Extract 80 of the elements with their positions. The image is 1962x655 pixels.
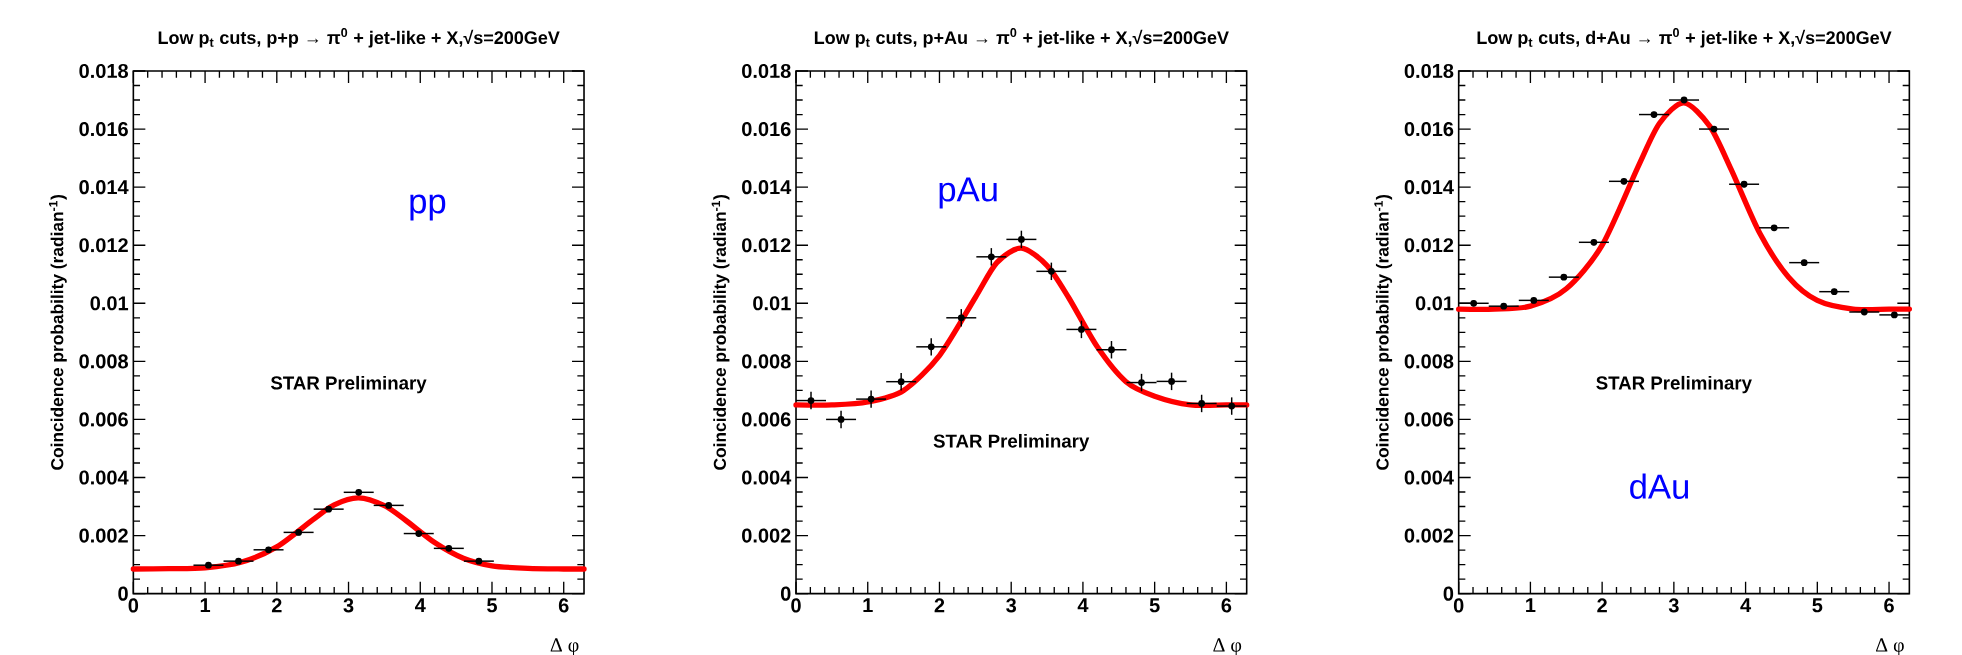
y-tick-label: 0.018 bbox=[742, 63, 791, 79]
y-tick-label: 0.01 bbox=[753, 296, 791, 311]
y-axis-title: Coincidence probability (radian$^{-1}$) bbox=[49, 195, 67, 470]
x-tick-label: 1 bbox=[1526, 598, 1536, 613]
y-tick-label: 0.012 bbox=[1404, 238, 1454, 253]
x-axis-title: Δ φ bbox=[1213, 638, 1242, 655]
x-tick-label: 6 bbox=[1221, 598, 1232, 613]
annotation: STAR Preliminary bbox=[1596, 375, 1752, 394]
x-tick-label: 4 bbox=[1740, 598, 1752, 613]
annotation: pAu bbox=[939, 177, 997, 209]
y-tick-label: 0.004 bbox=[79, 470, 129, 485]
y-tick-label: 0.016 bbox=[742, 121, 791, 137]
annotation: dAu bbox=[1630, 473, 1689, 499]
x-tick-label: 6 bbox=[558, 598, 569, 613]
point bbox=[807, 397, 815, 404]
point bbox=[1017, 236, 1025, 243]
point bbox=[927, 343, 935, 351]
x-tick-label: 3 bbox=[343, 598, 354, 613]
y-tick-label: 0.002 bbox=[79, 528, 128, 543]
x-tick-label: 5 bbox=[1812, 598, 1823, 613]
y-tick-label: 0.01 bbox=[1415, 296, 1454, 311]
y-tick-label: 0.016 bbox=[1404, 121, 1454, 137]
x-tick-label: 2 bbox=[934, 598, 945, 613]
y-axis-title: Coincidence probability (radian$^{-1}$) bbox=[711, 195, 730, 470]
point bbox=[1168, 377, 1175, 385]
x-tick-label: 3 bbox=[1006, 598, 1017, 613]
annotation: STAR Preliminary bbox=[270, 375, 427, 394]
annotation: STAR Preliminary bbox=[933, 433, 1090, 452]
y-tick-label: 0.004 bbox=[742, 470, 792, 485]
y-axis-title: Coincidence probability (radian$^{-1}$) bbox=[1374, 195, 1393, 470]
y-tick-label: 0.014 bbox=[742, 180, 792, 195]
x-tick-label: 1 bbox=[863, 598, 873, 613]
point bbox=[837, 416, 845, 423]
x-tick-label: 5 bbox=[1149, 598, 1160, 613]
point bbox=[897, 378, 905, 386]
annotation: pp bbox=[410, 194, 446, 221]
x-tick-label: 0 bbox=[128, 598, 139, 613]
point bbox=[1108, 346, 1115, 354]
point bbox=[1078, 326, 1085, 333]
x-tick-label: 2 bbox=[1597, 598, 1607, 613]
y-tick-label: 0.014 bbox=[1404, 180, 1454, 195]
x-tick-label: 2 bbox=[271, 598, 282, 613]
x-tick-label: 1 bbox=[200, 598, 211, 613]
y-tick-label: 0.018 bbox=[79, 63, 129, 79]
x-tick-label: 4 bbox=[414, 598, 426, 613]
y-tick-label: 0 bbox=[118, 586, 128, 601]
y-tick-label: 0.004 bbox=[1404, 470, 1454, 485]
chart-title: Low p$_{t}$ cuts, p+p → π$^{0}$ + jet-like + X,√s=200GeV bbox=[158, 28, 560, 48]
y-tick-label: 0.012 bbox=[79, 238, 128, 253]
y-tick-label: 0 bbox=[1443, 586, 1454, 601]
x-axis-title: Δ φ bbox=[1875, 638, 1904, 655]
y-tick-label: 0.006 bbox=[742, 412, 791, 427]
point bbox=[1198, 400, 1206, 407]
chart-title: Low p$_{t}$ cuts, d+Au → π$^{0}$ + jet-like + X,√s=200GeV bbox=[1477, 28, 1892, 48]
y-tick-label: 0.014 bbox=[79, 180, 129, 195]
x-tick-label: 4 bbox=[1077, 598, 1089, 613]
y-tick-label: 0 bbox=[780, 586, 791, 601]
x-tick-label: 0 bbox=[1453, 598, 1464, 613]
y-tick-label: 0.008 bbox=[742, 354, 791, 369]
x-axis-title: Δ φ bbox=[550, 638, 579, 655]
y-tick-label: 0.012 bbox=[742, 238, 791, 253]
point bbox=[957, 314, 965, 322]
y-tick-label: 0.002 bbox=[742, 528, 791, 543]
y-tick-label: 0.008 bbox=[79, 354, 129, 369]
point bbox=[1047, 267, 1055, 275]
y-tick-label: 0.002 bbox=[1404, 528, 1454, 543]
chart-title: Low p$_{t}$ cuts, p+Au → π$^{0}$ + jet-like + X,√s=200GeV bbox=[814, 28, 1229, 48]
x-tick-label: 5 bbox=[487, 598, 497, 613]
point bbox=[1228, 402, 1236, 410]
x-tick-label: 3 bbox=[1668, 598, 1679, 613]
point bbox=[867, 395, 875, 403]
point bbox=[987, 253, 995, 261]
x-tick-label: 6 bbox=[1884, 598, 1894, 613]
y-tick-label: 0.008 bbox=[1404, 354, 1454, 369]
y-tick-label: 0.016 bbox=[79, 121, 128, 137]
point bbox=[1138, 379, 1145, 386]
y-tick-label: 0.006 bbox=[1404, 412, 1454, 427]
y-tick-label: 0.018 bbox=[1404, 63, 1454, 79]
y-tick-label: 0.01 bbox=[90, 296, 129, 311]
y-tick-label: 0.006 bbox=[79, 412, 128, 427]
